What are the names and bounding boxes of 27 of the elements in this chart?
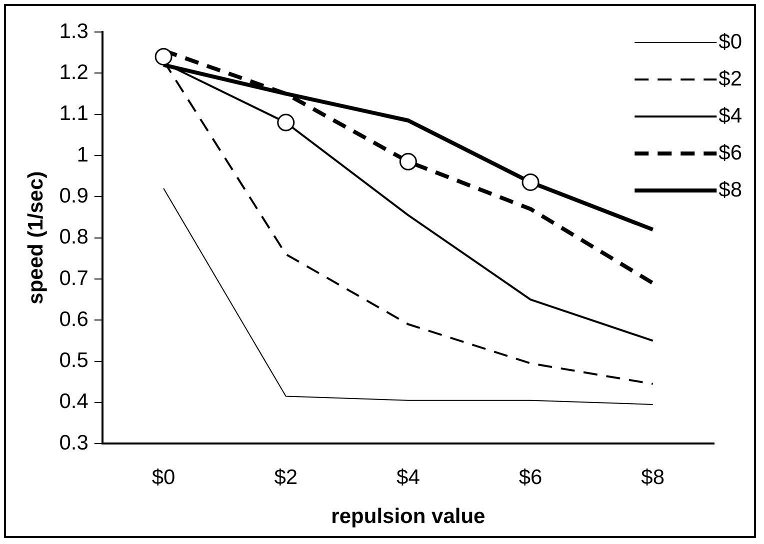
x-tick-label: $8 <box>641 466 665 489</box>
y-tick-label: 1.3 <box>59 20 88 43</box>
point <box>154 48 172 66</box>
y-tick-label: 0.3 <box>59 431 88 454</box>
x-tick-label: $0 <box>152 466 176 489</box>
legend-label: $8 <box>718 178 742 202</box>
point <box>277 114 295 132</box>
y-tick-label: 1.2 <box>59 60 88 84</box>
y-tick-label: 1 <box>76 143 88 166</box>
legend-label: $2 <box>718 67 742 90</box>
y-tick-label: 0.5 <box>59 349 88 372</box>
point <box>399 152 417 170</box>
y-tick-label: 0.9 <box>59 184 88 208</box>
y-tick-label: 0.6 <box>59 308 88 331</box>
y-axis-title: speed (1/sec) <box>24 171 48 304</box>
x-tick-label: $2 <box>274 466 298 489</box>
y-tick-label: 0.7 <box>59 266 88 290</box>
legend-label: $6 <box>718 141 742 164</box>
x-tick-label: $6 <box>518 466 542 489</box>
y-tick-label: 0.8 <box>59 226 88 249</box>
y-tick-label: 1.1 <box>59 102 88 126</box>
y-tick-label: 0.4 <box>59 390 89 414</box>
legend-label: $0 <box>718 30 742 54</box>
legend-label: $4 <box>718 104 742 128</box>
x-axis-title: repulsion value <box>331 505 486 528</box>
point <box>522 173 540 191</box>
x-tick-label: $4 <box>396 466 420 489</box>
